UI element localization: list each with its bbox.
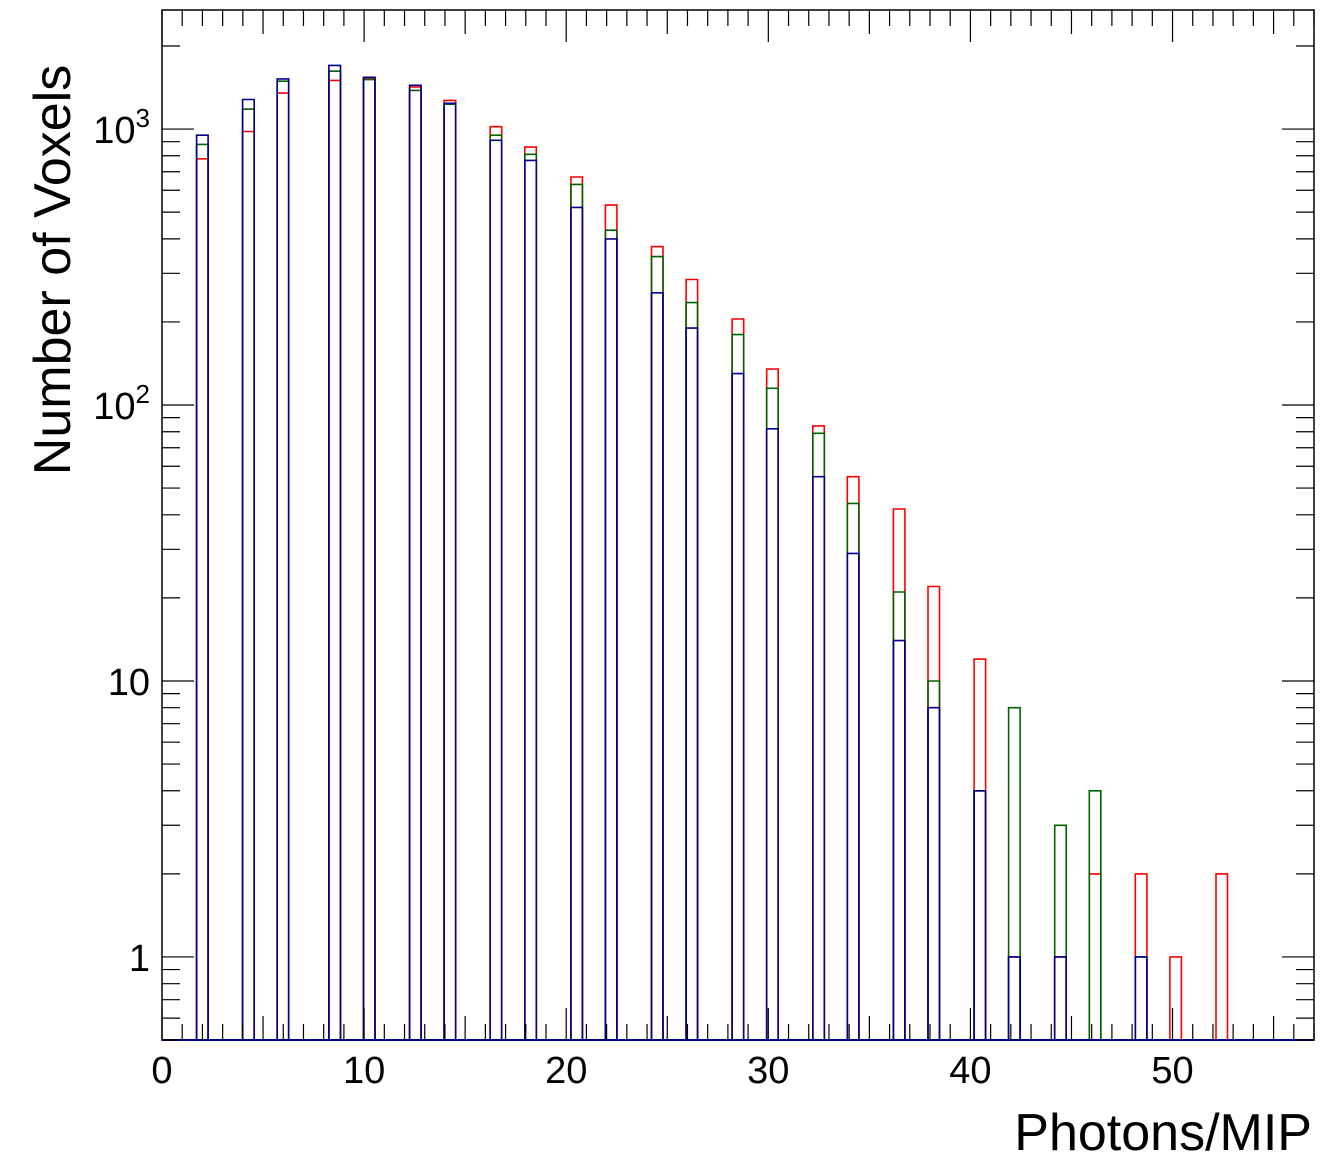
histogram-bar bbox=[812, 425, 826, 1040]
histogram-bar bbox=[604, 204, 618, 1040]
histogram-bar bbox=[443, 99, 457, 1040]
histogram-bar bbox=[765, 428, 779, 1040]
histogram-bar bbox=[846, 552, 860, 1040]
labels-layer: 0 10 20 30 40 50 1 10 102 103 bbox=[93, 103, 1193, 1092]
histogram-bar bbox=[362, 77, 376, 1040]
histogram-bar bbox=[973, 790, 987, 1040]
x-tick-label: 50 bbox=[1151, 1050, 1193, 1092]
histogram-bar bbox=[408, 89, 422, 1040]
histogram-bar bbox=[195, 158, 209, 1040]
histogram-bar bbox=[1053, 824, 1067, 1040]
histogram-bar bbox=[650, 292, 664, 1040]
histogram-bar bbox=[1134, 956, 1148, 1040]
histogram-bar bbox=[241, 130, 255, 1040]
histogram-bar bbox=[443, 102, 457, 1040]
y-tick-label: 103 bbox=[93, 103, 150, 152]
histogram-bar bbox=[892, 639, 906, 1040]
histogram-bar bbox=[570, 183, 584, 1040]
x-tick-label: 40 bbox=[949, 1050, 991, 1092]
histogram-bar bbox=[408, 86, 422, 1040]
histogram-bar bbox=[927, 706, 941, 1040]
histogram-bar bbox=[328, 70, 342, 1040]
y-tick-label: 1 bbox=[129, 938, 150, 980]
histogram-bar bbox=[731, 333, 745, 1040]
histogram-bar bbox=[443, 103, 457, 1040]
x-tick-label: 20 bbox=[545, 1050, 587, 1092]
histogram-bar bbox=[1215, 873, 1229, 1040]
histogram-bar bbox=[927, 680, 941, 1040]
y-tick-label: 10 bbox=[108, 662, 150, 704]
histogram-bar bbox=[650, 245, 664, 1040]
histogram-bar bbox=[846, 502, 860, 1040]
histogram-bar bbox=[524, 146, 538, 1040]
histogram-bar bbox=[1088, 790, 1102, 1040]
x-tick-label: 30 bbox=[747, 1050, 789, 1092]
histogram-bar bbox=[927, 585, 941, 1040]
histogram-bar bbox=[765, 368, 779, 1040]
histogram-bar bbox=[1053, 956, 1067, 1040]
histogram-bar bbox=[489, 134, 503, 1040]
ticks-layer bbox=[161, 10, 1315, 1041]
histogram-bar bbox=[328, 79, 342, 1040]
x-axis-title: Photons/MIP bbox=[1014, 1104, 1312, 1156]
histogram-bar bbox=[685, 278, 699, 1040]
histogram-bar bbox=[362, 76, 376, 1040]
histogram-bar bbox=[846, 475, 860, 1040]
histogram-bar bbox=[276, 78, 290, 1040]
y-axis-title: Number of Voxels bbox=[24, 65, 82, 475]
histogram-bar bbox=[812, 432, 826, 1040]
histogram-bar bbox=[489, 139, 503, 1040]
plot-frame bbox=[161, 9, 1315, 1041]
histogram-bar bbox=[570, 176, 584, 1040]
histogram-bar bbox=[892, 591, 906, 1040]
histogram-bar bbox=[276, 80, 290, 1040]
histogram-bar bbox=[765, 387, 779, 1040]
histogram-bar bbox=[973, 790, 987, 1040]
histogram-bar bbox=[731, 318, 745, 1040]
histogram-bar bbox=[1088, 873, 1102, 1040]
histogram-bar bbox=[685, 327, 699, 1040]
histogram-bar bbox=[570, 206, 584, 1040]
histogram-bar bbox=[241, 98, 255, 1040]
histogram-bar bbox=[973, 658, 987, 1040]
histogram-bar bbox=[195, 143, 209, 1040]
histogram-bar bbox=[328, 64, 342, 1040]
histogram-bar bbox=[408, 84, 422, 1040]
histogram-bar bbox=[362, 78, 376, 1040]
histogram-bar bbox=[685, 301, 699, 1040]
y-tick-label: 102 bbox=[93, 379, 150, 428]
histogram-bar bbox=[276, 92, 290, 1040]
histogram-bar bbox=[241, 108, 255, 1040]
histogram-bar bbox=[731, 372, 745, 1040]
histogram-bar bbox=[650, 255, 664, 1040]
histogram-bar bbox=[524, 159, 538, 1040]
histogram-bar bbox=[604, 238, 618, 1040]
histogram-bar bbox=[892, 508, 906, 1040]
histogram-bar bbox=[524, 153, 538, 1040]
x-tick-label: 10 bbox=[343, 1050, 385, 1092]
x-tick-label: 0 bbox=[151, 1050, 172, 1092]
histogram-bar bbox=[1053, 956, 1067, 1040]
histogram-bar bbox=[1007, 706, 1021, 1040]
histogram-bar bbox=[812, 475, 826, 1040]
bars-layer bbox=[162, 64, 1314, 1041]
histogram-bar bbox=[604, 229, 618, 1040]
histogram-bar bbox=[1007, 956, 1021, 1040]
histogram-bar bbox=[489, 125, 503, 1040]
histogram-bar bbox=[1169, 956, 1183, 1040]
histogram-bar bbox=[195, 134, 209, 1040]
histogram-bar bbox=[1134, 956, 1148, 1040]
